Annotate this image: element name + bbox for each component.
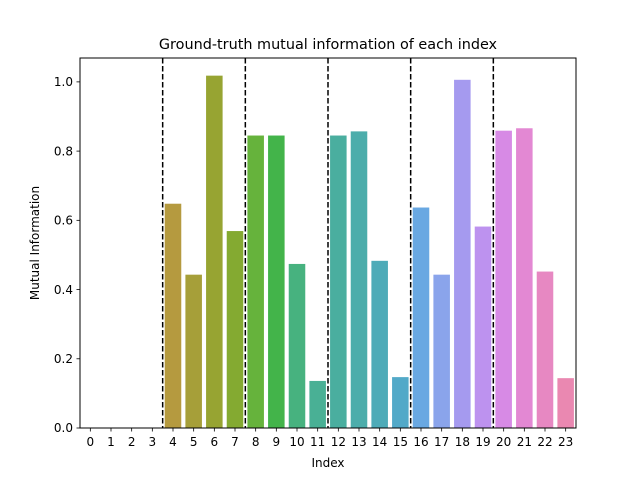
x-tick-label-22: 22 [537, 435, 552, 449]
bar-17 [433, 274, 450, 428]
x-tick-label-8: 8 [252, 435, 260, 449]
bar-10 [288, 263, 306, 428]
x-tick-label-15: 15 [393, 435, 408, 449]
plot-frame [79, 57, 577, 429]
x-tick-label-21: 21 [517, 435, 532, 449]
bar-9 [268, 135, 285, 428]
x-tick-label-2: 2 [128, 435, 136, 449]
chart-title: Ground-truth mutual information of each … [159, 37, 498, 53]
x-tick-label-10: 10 [289, 435, 304, 449]
bar-13 [350, 131, 368, 428]
y-axis-label: Mutual Information [28, 186, 42, 300]
x-tick-label-0: 0 [87, 435, 95, 449]
x-tick-label-4: 4 [169, 435, 177, 449]
x-axis-ticks: 0 1 2 3 4 5 6 7 8 9 10 11 12 13 14 15 16 17 18 19 20 21 22 23 [87, 428, 573, 449]
x-tick-label-16: 16 [413, 435, 428, 449]
bar-14 [371, 260, 388, 428]
bar-11 [309, 380, 326, 428]
bar-21 [516, 128, 533, 428]
bar-6 [206, 75, 223, 428]
separator-lines-group [161, 58, 495, 428]
x-tick-label-20: 20 [496, 435, 511, 449]
x-tick-label-18: 18 [455, 435, 470, 449]
bar-7 [226, 231, 244, 428]
bar-15 [392, 377, 409, 428]
x-tick-label-6: 6 [211, 435, 219, 449]
bar-18 [454, 79, 471, 429]
y-tick-label-0.4: 0.4 [54, 283, 73, 297]
y-tick-label-1.0: 1.0 [54, 75, 73, 89]
x-tick-label-11: 11 [310, 435, 325, 449]
x-tick-label-23: 23 [558, 435, 573, 449]
y-tick-label-0.6: 0.6 [54, 214, 73, 228]
bar-20 [495, 130, 512, 428]
x-tick-label-19: 19 [475, 435, 490, 449]
x-tick-label-17: 17 [434, 435, 449, 449]
x-tick-label-12: 12 [331, 435, 346, 449]
x-tick-label-13: 13 [351, 435, 366, 449]
bar-23 [557, 378, 574, 428]
bar-5 [185, 274, 202, 428]
bar-8 [247, 135, 264, 428]
bar-4 [164, 203, 182, 428]
x-tick-label-5: 5 [190, 435, 198, 449]
bar-22 [536, 271, 554, 428]
bar-12 [330, 135, 347, 428]
bar-16 [412, 207, 430, 428]
x-tick-label-7: 7 [231, 435, 239, 449]
x-tick-label-1: 1 [107, 435, 115, 449]
bars-group [164, 75, 574, 429]
y-tick-label-0.8: 0.8 [54, 144, 73, 158]
y-tick-label-0.2: 0.2 [54, 352, 73, 366]
x-tick-label-14: 14 [372, 435, 387, 449]
x-tick-label-3: 3 [149, 435, 157, 449]
y-tick-label-0.0: 0.0 [54, 421, 73, 435]
bar-19 [474, 226, 492, 428]
x-tick-label-9: 9 [273, 435, 281, 449]
x-axis-label: Index [311, 456, 344, 470]
y-axis-ticks: 0.0 0.2 0.4 0.6 0.8 1.0 [54, 75, 80, 435]
